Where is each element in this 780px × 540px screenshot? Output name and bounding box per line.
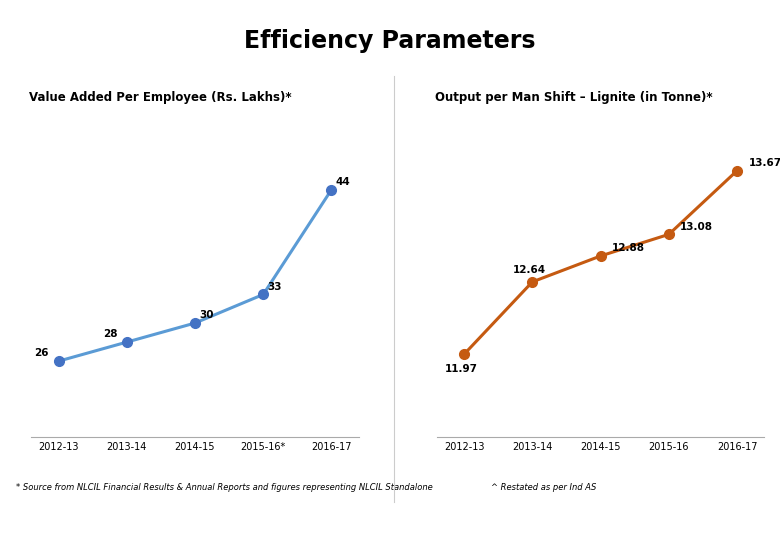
Text: ^ Restated as per Ind AS: ^ Restated as per Ind AS (491, 483, 597, 492)
Text: Corporate Presentation: Corporate Presentation (176, 515, 313, 528)
Text: Value Added Per Employee (Rs. Lakhs)*: Value Added Per Employee (Rs. Lakhs)* (30, 91, 292, 104)
Text: 12.64: 12.64 (513, 265, 546, 275)
Text: |: | (152, 515, 164, 528)
Text: NLC India Limited: NLC India Limited (16, 515, 133, 528)
Text: 21: 21 (742, 515, 757, 528)
Text: 28: 28 (103, 329, 117, 339)
Text: 26: 26 (34, 348, 49, 359)
Text: Output per Man Shift – Lignite (in Tonne)*: Output per Man Shift – Lignite (in Tonne… (435, 91, 713, 104)
Text: 13.67: 13.67 (748, 158, 780, 168)
Text: 44: 44 (335, 177, 350, 187)
Text: 30: 30 (199, 310, 214, 320)
Text: Efficiency Parameters: Efficiency Parameters (244, 29, 536, 53)
Text: * Source from NLCIL Financial Results & Annual Reports and figures representing : * Source from NLCIL Financial Results & … (16, 483, 432, 492)
Text: |: | (324, 515, 335, 528)
Text: 33: 33 (267, 282, 282, 292)
Text: 12.88: 12.88 (612, 243, 645, 253)
Text: 13.08: 13.08 (680, 221, 713, 232)
Text: November-2017: November-2017 (347, 515, 442, 528)
Text: 11.97: 11.97 (445, 363, 478, 374)
